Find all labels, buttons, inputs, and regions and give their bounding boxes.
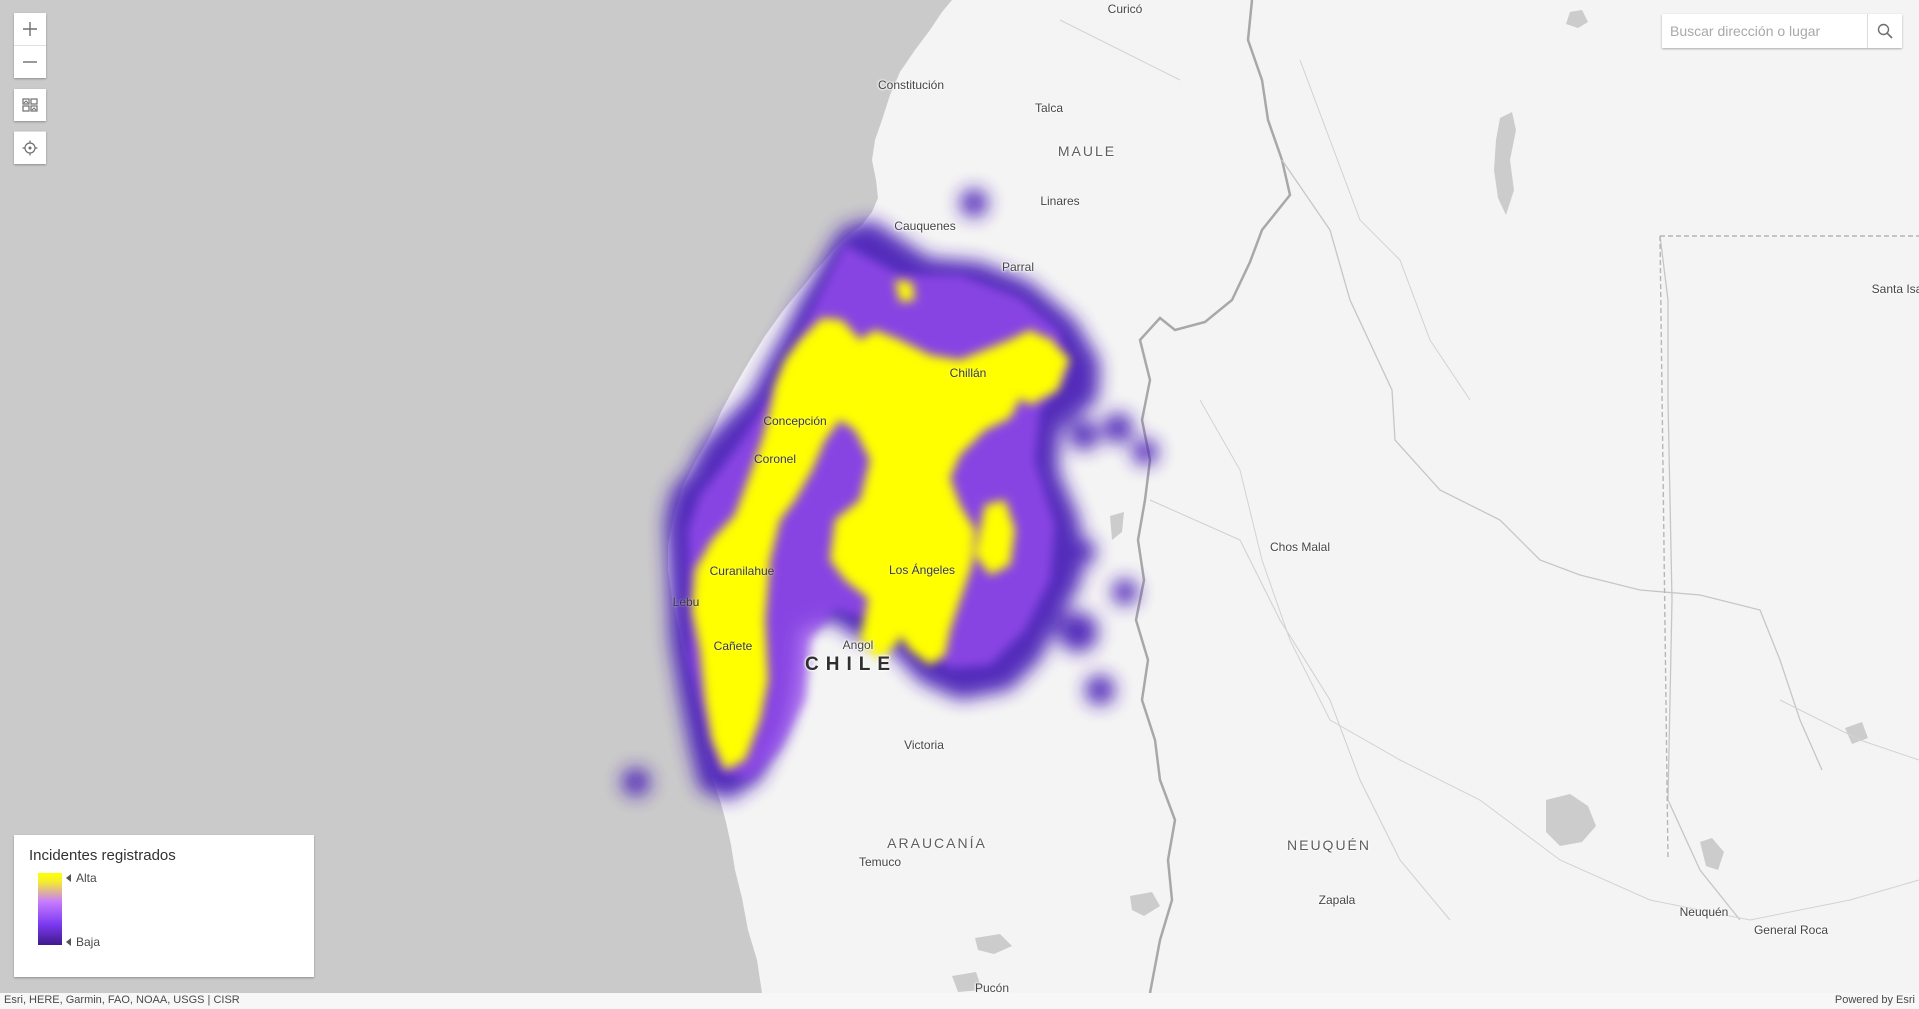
lake: [1130, 892, 1160, 916]
search-widget: [1662, 14, 1902, 48]
place-label-city: Temuco: [858, 855, 902, 869]
place-label-region: MAULE: [1057, 143, 1117, 159]
place-label-city: Chillán: [949, 366, 987, 380]
legend-low-marker-icon: [66, 938, 71, 946]
heat-high-density: [860, 590, 900, 660]
place-label-city: Santa Isa: [1871, 282, 1919, 296]
place-label-city: Victoria: [904, 738, 944, 752]
zoom-out-button[interactable]: [14, 45, 46, 78]
locate-crosshair-icon: [22, 140, 38, 156]
heat-high-density: [895, 280, 915, 302]
place-label-city: General Roca: [1753, 923, 1829, 937]
place-label-city: Coronel: [753, 452, 797, 466]
legend-title: Incidentes registrados: [29, 847, 176, 864]
minus-icon: [23, 61, 37, 63]
place-label-city: Talca: [1034, 101, 1064, 115]
search-icon: [1877, 23, 1893, 39]
place-label-city: Curicó: [1107, 2, 1143, 16]
basemap-gallery-button[interactable]: [14, 89, 46, 121]
heat-spot: [1058, 612, 1098, 652]
locate-button[interactable]: [14, 131, 46, 164]
land-area: [668, 0, 1919, 993]
attribution-text[interactable]: Esri, HERE, Garmin, FAO, NOAA, USGS | CI…: [4, 994, 240, 1006]
heat-spot: [1069, 420, 1099, 450]
heat-spot: [622, 768, 650, 796]
lake: [1546, 794, 1596, 846]
legend-low-label: Baja: [76, 935, 101, 949]
heat-spot: [1085, 675, 1115, 705]
zoom-control: [14, 13, 46, 78]
province-border: [1281, 159, 1823, 771]
province-border: [1149, 499, 1451, 921]
lake: [952, 972, 982, 992]
place-label-city: Angol: [842, 638, 874, 652]
river: [1059, 19, 1181, 81]
lake: [1566, 10, 1588, 28]
place-label-city: Constitución: [877, 78, 945, 92]
search-input[interactable]: [1662, 14, 1868, 48]
province-border: [1659, 235, 1669, 861]
place-label-city: Los Ángeles: [888, 563, 956, 577]
place-label-city: Cauquenes: [894, 219, 956, 233]
river: [1779, 699, 1919, 761]
basemap-gallery-icon: [22, 98, 38, 112]
river: [1299, 59, 1471, 401]
heatmap-color-ramp: [38, 873, 62, 945]
place-label-city: Chos Malal: [1269, 540, 1331, 554]
heat-spot: [1068, 538, 1096, 566]
heat-high-density: [692, 318, 1070, 770]
lake: [975, 934, 1012, 954]
heat-high-density: [975, 500, 1015, 575]
powered-by-link[interactable]: Powered by Esri: [1834, 994, 1915, 1006]
place-label-country: CHILE: [805, 654, 897, 675]
place-label-city: Pucón: [974, 981, 1010, 995]
place-label-city: Concepción: [763, 414, 827, 428]
lake: [1494, 112, 1516, 215]
heat-spot: [1112, 579, 1138, 605]
zoom-in-button[interactable]: [14, 13, 46, 45]
river: [1199, 399, 1919, 921]
lake: [1110, 512, 1124, 540]
legend-high-marker-icon: [66, 874, 71, 882]
place-label-city: Zapala: [1318, 893, 1356, 907]
place-label-city: Linares: [1040, 194, 1080, 208]
search-button[interactable]: [1868, 14, 1902, 48]
lake: [1845, 722, 1868, 744]
place-label-region: NEUQUÉN: [1286, 837, 1372, 853]
place-label-city: Curanilahue: [709, 564, 775, 578]
heat-spot: [960, 189, 988, 217]
plus-icon: [23, 22, 37, 36]
place-label-city: Neuquén: [1679, 905, 1729, 919]
international-border: [1134, 0, 1292, 994]
place-label-region: ARAUCANÍA: [887, 835, 987, 851]
province-border: [1659, 235, 1741, 921]
place-label-city: Lebu: [672, 595, 700, 609]
place-label-city: Parral: [1001, 260, 1035, 274]
heat-high-density: [1010, 338, 1068, 405]
place-label-city: Cañete: [713, 639, 753, 653]
heat-spot: [1103, 413, 1133, 443]
heatmap-layer: [622, 189, 1158, 800]
heat-spot: [1132, 439, 1158, 465]
legend-panel: Incidentes registrados Alta Baja: [14, 835, 314, 977]
attribution-bar: Esri, HERE, Garmin, FAO, NOAA, USGS | CI…: [0, 993, 1919, 1009]
legend-high-label: Alta: [76, 871, 97, 885]
lake: [1700, 838, 1724, 870]
